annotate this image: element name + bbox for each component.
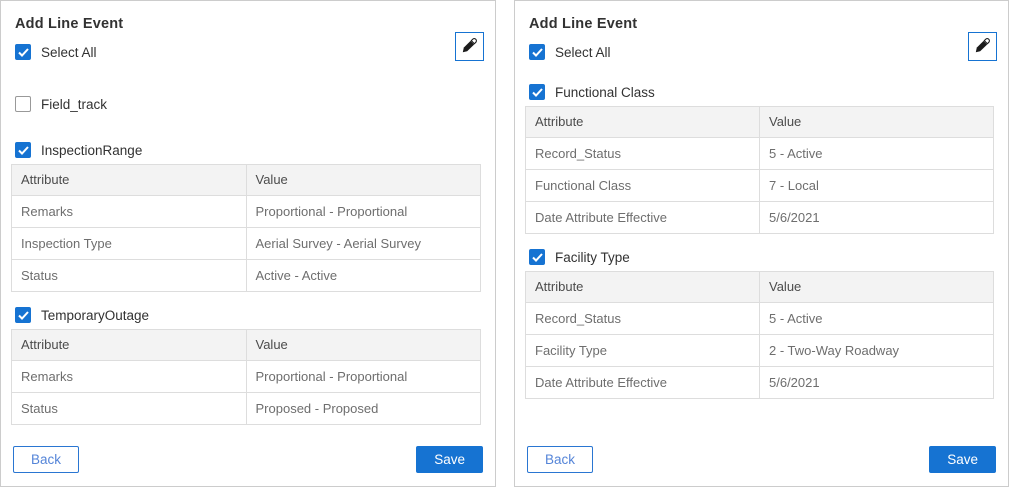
table-row: Inspection Type Aerial Survey - Aerial S… (11, 227, 481, 260)
table-row: Facility Type 2 - Two-Way Roadway (525, 334, 994, 367)
checkbox-checked-icon[interactable] (529, 249, 545, 265)
value-cell: Proportional - Proportional (245, 195, 481, 228)
table-header-row: Attribute Value (525, 106, 994, 138)
eyedropper-icon (974, 37, 991, 57)
attribute-cell: Inspection Type (11, 227, 247, 260)
value-column-header: Value (759, 106, 994, 138)
value-cell: 2 - Two-Way Roadway (759, 334, 994, 367)
back-button[interactable]: Back (13, 446, 80, 473)
attribute-cell: Facility Type (525, 334, 760, 367)
value-column-header: Value (759, 271, 994, 303)
checkbox-checked-icon[interactable] (529, 44, 545, 60)
attribute-column-header: Attribute (525, 106, 760, 138)
add-line-event-panel-right: Add Line Event Select All Functional Cla… (514, 0, 1009, 487)
table-row: Status Proposed - Proposed (11, 392, 481, 425)
value-cell: 5 - Active (759, 137, 994, 170)
attribute-cell: Remarks (11, 195, 247, 228)
value-column-header: Value (245, 329, 481, 361)
panel-footer: Back Save (527, 446, 996, 473)
layer-label: Functional Class (555, 84, 655, 100)
attribute-table-inspection-range: Attribute Value Remarks Proportional - P… (11, 164, 481, 292)
table-row: Date Attribute Effective 5/6/2021 (525, 366, 994, 399)
checkbox-checked-icon[interactable] (529, 84, 545, 100)
select-all-checkbox-row[interactable]: Select All (15, 44, 483, 60)
checkbox-checked-icon[interactable] (15, 142, 31, 158)
attribute-cell: Date Attribute Effective (525, 201, 760, 234)
layer-checkbox-row-inspection-range[interactable]: InspectionRange (15, 142, 483, 158)
value-cell: 5/6/2021 (759, 201, 994, 234)
layer-label: Facility Type (555, 249, 630, 265)
value-cell: Proportional - Proportional (245, 360, 481, 393)
table-row: Remarks Proportional - Proportional (11, 360, 481, 393)
attribute-cell: Status (11, 259, 247, 292)
table-row: Functional Class 7 - Local (525, 169, 994, 202)
attribute-cell: Record_Status (525, 137, 760, 170)
attribute-table-temporary-outage: Attribute Value Remarks Proportional - P… (11, 329, 481, 425)
value-cell: 5 - Active (759, 302, 994, 335)
select-all-label: Select All (41, 44, 97, 60)
table-header-row: Attribute Value (11, 329, 481, 361)
attribute-column-header: Attribute (11, 164, 247, 196)
layer-checkbox-row-functional-class[interactable]: Functional Class (529, 84, 996, 100)
attribute-table-facility-type: Attribute Value Record_Status 5 - Active… (525, 271, 994, 399)
panel-footer: Back Save (13, 446, 483, 473)
eyedropper-icon (461, 37, 478, 57)
add-line-event-panel-left: Add Line Event Select All Field_track In… (0, 0, 496, 487)
checkbox-checked-icon[interactable] (15, 307, 31, 323)
table-row: Status Active - Active (11, 259, 481, 292)
attribute-column-header: Attribute (525, 271, 760, 303)
page-title: Add Line Event (15, 16, 124, 32)
checkbox-unchecked-icon[interactable] (15, 96, 31, 112)
attribute-cell: Date Attribute Effective (525, 366, 760, 399)
page-title: Add Line Event (529, 16, 638, 32)
checkbox-checked-icon[interactable] (15, 44, 31, 60)
value-cell: 5/6/2021 (759, 366, 994, 399)
attribute-cell: Record_Status (525, 302, 760, 335)
table-row: Remarks Proportional - Proportional (11, 195, 481, 228)
table-row: Record_Status 5 - Active (525, 137, 994, 170)
layer-checkbox-row-temporary-outage[interactable]: TemporaryOutage (15, 307, 483, 323)
table-row: Date Attribute Effective 5/6/2021 (525, 201, 994, 234)
save-button[interactable]: Save (416, 446, 483, 473)
value-cell: Active - Active (245, 259, 481, 292)
value-cell: Proposed - Proposed (245, 392, 481, 425)
attribute-cell: Functional Class (525, 169, 760, 202)
attribute-cell: Remarks (11, 360, 247, 393)
layer-checkbox-row-facility-type[interactable]: Facility Type (529, 249, 996, 265)
layer-label: Field_track (41, 96, 108, 112)
copy-attributes-button[interactable] (968, 32, 997, 61)
value-cell: 7 - Local (759, 169, 994, 202)
layer-checkbox-row-field-track[interactable]: Field_track (15, 96, 483, 112)
table-header-row: Attribute Value (525, 271, 994, 303)
table-row: Record_Status 5 - Active (525, 302, 994, 335)
value-column-header: Value (245, 164, 481, 196)
layer-label: TemporaryOutage (41, 307, 150, 323)
select-all-label: Select All (555, 44, 611, 60)
attribute-table-functional-class: Attribute Value Record_Status 5 - Active… (525, 106, 994, 234)
attribute-column-header: Attribute (11, 329, 247, 361)
attribute-cell: Status (11, 392, 247, 425)
layer-label: InspectionRange (41, 142, 143, 158)
table-header-row: Attribute Value (11, 164, 481, 196)
value-cell: Aerial Survey - Aerial Survey (245, 227, 481, 260)
select-all-checkbox-row[interactable]: Select All (529, 44, 996, 60)
back-button[interactable]: Back (527, 446, 594, 473)
copy-attributes-button[interactable] (455, 32, 484, 61)
save-button[interactable]: Save (929, 446, 996, 473)
